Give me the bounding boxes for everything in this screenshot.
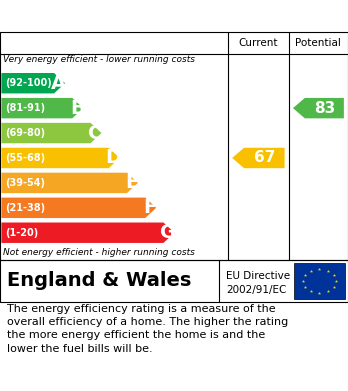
Text: Current: Current (239, 38, 278, 48)
Bar (294, 264, 345, 299)
Polygon shape (232, 148, 285, 168)
Polygon shape (1, 73, 65, 93)
Text: D: D (105, 149, 122, 167)
Polygon shape (1, 173, 138, 193)
Text: (1-20): (1-20) (5, 228, 38, 238)
Text: C: C (88, 124, 103, 143)
Text: (39-54): (39-54) (5, 178, 45, 188)
Polygon shape (1, 98, 83, 118)
Text: (92-100): (92-100) (5, 78, 52, 88)
Text: (55-68): (55-68) (5, 153, 45, 163)
Text: A: A (52, 74, 66, 93)
Text: Not energy efficient - higher running costs: Not energy efficient - higher running co… (3, 248, 195, 256)
Text: Potential: Potential (295, 38, 341, 48)
Text: 2002/91/EC: 2002/91/EC (226, 285, 286, 295)
Text: (69-80): (69-80) (5, 128, 45, 138)
Polygon shape (1, 123, 101, 143)
Text: 83: 83 (314, 100, 335, 116)
Text: Energy Efficiency Rating: Energy Efficiency Rating (69, 7, 279, 22)
Text: (21-38): (21-38) (5, 203, 45, 213)
Text: G: G (160, 223, 176, 242)
Text: Very energy efficient - lower running costs: Very energy efficient - lower running co… (3, 55, 196, 64)
Text: F: F (143, 198, 157, 217)
Text: EU Directive: EU Directive (226, 271, 290, 281)
Polygon shape (1, 197, 156, 218)
Text: 67: 67 (254, 151, 275, 165)
Text: The energy efficiency rating is a measure of the
overall efficiency of a home. T: The energy efficiency rating is a measur… (7, 304, 288, 353)
Text: B: B (70, 99, 85, 118)
Text: (81-91): (81-91) (5, 103, 45, 113)
Polygon shape (1, 222, 174, 243)
Polygon shape (1, 148, 120, 168)
Polygon shape (293, 98, 344, 118)
Text: England & Wales: England & Wales (7, 271, 191, 291)
Text: E: E (125, 173, 139, 192)
